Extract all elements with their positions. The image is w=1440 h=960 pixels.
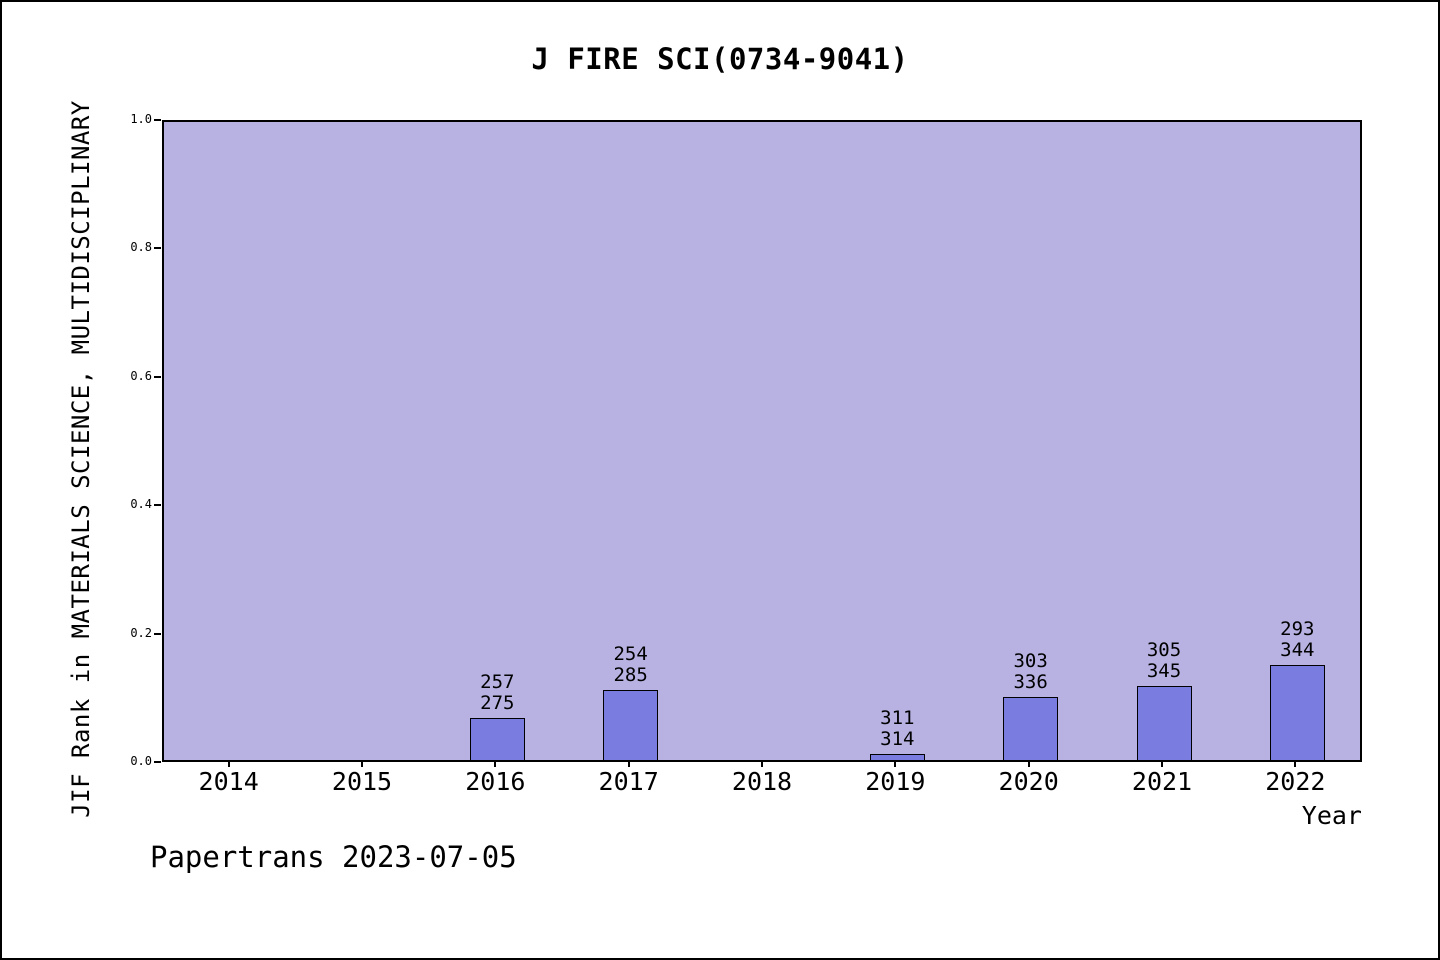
bar-label-2017: 254 285: [571, 644, 691, 686]
x-tick-label-2016: 2016: [465, 767, 526, 796]
bar-label-total-2019: 314: [880, 727, 915, 750]
x-tick-mark-2015: [361, 762, 363, 767]
y-tick-label-0.6: 0.6: [130, 368, 152, 383]
bar-2020: [1003, 697, 1059, 760]
y-tick-mark-1.0: [154, 119, 161, 121]
x-tick-label-2019: 2019: [865, 767, 926, 796]
bar-label-rank-2017: 254: [613, 643, 648, 666]
x-tick-mark-2018: [761, 762, 763, 767]
y-tick-mark-0.0: [154, 761, 161, 763]
bar-label-2020: 303 336: [971, 651, 1091, 693]
bar-2016: [469, 718, 525, 760]
watermark-text: Papertrans 2023-07-05: [150, 840, 517, 874]
x-tick-label-2020: 2020: [998, 767, 1059, 796]
x-tick-mark-2014: [227, 762, 230, 767]
bar-2017: [603, 690, 659, 760]
x-tick-mark-2020: [1027, 762, 1030, 767]
bar-2019: [869, 753, 925, 760]
y-tick-mark-0.8: [154, 247, 161, 250]
bar-2021: [1136, 685, 1192, 760]
bar-label-total-2017: 285: [613, 664, 648, 687]
y-tick-mark-0.2: [154, 632, 161, 635]
y-axis-label: JIF Rank in MATERIALS SCIENCE, MULTIDISC…: [67, 100, 95, 818]
y-tick-label-0.0: 0.0: [130, 754, 152, 768]
y-tick-label-0.8: 0.8: [130, 240, 152, 255]
x-axis-label: Year: [1301, 801, 1362, 830]
bar-label-2016: 257 275: [437, 672, 557, 714]
bar-label-total-2020: 336: [1013, 671, 1048, 694]
bar-label-total-2022: 344: [1280, 638, 1315, 661]
x-tick-mark-2017: [627, 762, 630, 767]
x-tick-label-2018: 2018: [731, 767, 793, 796]
chart-title: J FIRE SCI(0734-9041): [531, 42, 909, 76]
x-tick-mark-2021: [1161, 762, 1163, 767]
bar-2022: [1269, 664, 1325, 760]
x-tick-mark-2022: [1294, 762, 1297, 767]
x-tick-mark-2016: [494, 762, 497, 767]
bar-label-rank-2021: 305: [1146, 638, 1182, 661]
y-tick-mark-0.4: [154, 504, 161, 507]
bar-label-rank-2022: 293: [1280, 617, 1315, 640]
bar-label-2019: 311 314: [837, 706, 957, 750]
y-tick-label-0.2: 0.2: [130, 625, 152, 640]
y-tick-label-1.0: 1.0: [130, 112, 152, 126]
plot-area: 257 275 254 285 311 314 303 336 305 345 293 344: [162, 120, 1362, 762]
x-tick-label-2014: 2014: [198, 767, 259, 796]
y-tick-label-0.4: 0.4: [130, 497, 152, 512]
x-tick-mark-2019: [894, 762, 897, 767]
bar-label-2021: 305 345: [1104, 638, 1224, 682]
bar-label-total-2021: 345: [1146, 659, 1182, 682]
bar-label-rank-2016: 257: [480, 671, 515, 694]
y-tick-mark-0.6: [154, 375, 161, 378]
x-tick-label-2017: 2017: [598, 767, 659, 796]
x-tick-label-2015: 2015: [331, 767, 393, 796]
x-tick-label-2021: 2021: [1131, 767, 1193, 796]
bar-label-rank-2020: 303: [1013, 650, 1048, 673]
bar-label-total-2016: 275: [480, 692, 515, 715]
x-tick-label-2022: 2022: [1265, 767, 1326, 796]
bar-label-rank-2019: 311: [880, 706, 915, 729]
bar-label-2022: 293 344: [1237, 617, 1357, 661]
